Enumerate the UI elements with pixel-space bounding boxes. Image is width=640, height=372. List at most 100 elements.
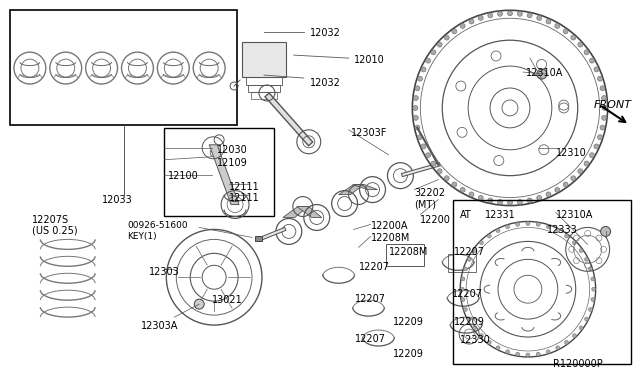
Circle shape bbox=[584, 161, 589, 166]
Text: 12333: 12333 bbox=[547, 225, 577, 235]
Circle shape bbox=[588, 308, 593, 311]
Circle shape bbox=[479, 334, 483, 338]
Circle shape bbox=[444, 35, 449, 40]
Text: 32202: 32202 bbox=[414, 187, 445, 198]
Circle shape bbox=[506, 225, 509, 229]
Circle shape bbox=[498, 11, 502, 16]
Circle shape bbox=[413, 96, 419, 100]
Bar bbox=[251, 92, 277, 99]
Circle shape bbox=[602, 96, 607, 100]
Text: 12010: 12010 bbox=[354, 55, 385, 65]
Circle shape bbox=[564, 340, 568, 344]
Text: 12303: 12303 bbox=[149, 267, 180, 277]
Circle shape bbox=[578, 42, 583, 47]
Circle shape bbox=[584, 317, 589, 321]
Text: 12100: 12100 bbox=[168, 171, 199, 181]
Circle shape bbox=[487, 340, 492, 344]
Bar bbox=[164, 128, 274, 215]
Circle shape bbox=[527, 13, 532, 18]
Text: 12310A: 12310A bbox=[556, 209, 593, 219]
Text: 12331: 12331 bbox=[485, 209, 516, 219]
Circle shape bbox=[413, 105, 418, 110]
Text: 12303F: 12303F bbox=[351, 128, 387, 138]
Circle shape bbox=[478, 16, 483, 20]
Circle shape bbox=[426, 153, 431, 158]
Circle shape bbox=[467, 257, 471, 262]
Text: 12207S: 12207S bbox=[32, 215, 69, 225]
Circle shape bbox=[578, 169, 583, 174]
Circle shape bbox=[444, 176, 449, 181]
Circle shape bbox=[556, 229, 560, 232]
Text: 12109: 12109 bbox=[217, 158, 248, 168]
Bar bbox=[448, 254, 476, 272]
Circle shape bbox=[452, 29, 457, 34]
Circle shape bbox=[591, 277, 595, 281]
Text: 12030: 12030 bbox=[217, 145, 248, 155]
Circle shape bbox=[460, 287, 464, 291]
Polygon shape bbox=[283, 206, 308, 218]
Text: 12209: 12209 bbox=[454, 317, 485, 327]
Circle shape bbox=[600, 125, 605, 130]
Circle shape bbox=[437, 169, 442, 174]
Circle shape bbox=[556, 346, 560, 350]
Circle shape bbox=[563, 29, 568, 34]
Circle shape bbox=[431, 161, 436, 166]
Circle shape bbox=[563, 182, 568, 187]
Circle shape bbox=[594, 67, 599, 72]
Bar bbox=[10, 10, 237, 125]
Circle shape bbox=[498, 199, 502, 205]
Circle shape bbox=[602, 115, 607, 120]
Text: (MT): (MT) bbox=[414, 199, 436, 209]
Circle shape bbox=[579, 248, 583, 253]
Text: AT: AT bbox=[460, 209, 472, 219]
Circle shape bbox=[537, 195, 541, 201]
Circle shape bbox=[473, 248, 477, 253]
Circle shape bbox=[600, 227, 611, 237]
Circle shape bbox=[463, 267, 467, 271]
Circle shape bbox=[546, 225, 550, 229]
Text: R120000P: R120000P bbox=[553, 359, 603, 369]
Circle shape bbox=[496, 229, 500, 232]
Circle shape bbox=[536, 222, 540, 226]
Text: 12209: 12209 bbox=[394, 317, 424, 327]
Text: 12207: 12207 bbox=[355, 334, 385, 344]
Circle shape bbox=[517, 199, 522, 205]
Circle shape bbox=[564, 234, 568, 238]
Text: 12207: 12207 bbox=[454, 247, 485, 257]
Text: (US 0.25): (US 0.25) bbox=[32, 225, 77, 235]
Circle shape bbox=[417, 135, 422, 140]
Circle shape bbox=[537, 69, 547, 79]
Circle shape bbox=[467, 317, 471, 321]
Circle shape bbox=[437, 42, 442, 47]
Circle shape bbox=[413, 115, 419, 120]
Circle shape bbox=[555, 187, 560, 192]
Circle shape bbox=[460, 23, 465, 29]
Circle shape bbox=[506, 350, 509, 354]
Circle shape bbox=[589, 58, 595, 63]
Circle shape bbox=[598, 135, 602, 140]
Text: FRONT: FRONT bbox=[594, 100, 632, 110]
Circle shape bbox=[496, 346, 500, 350]
Circle shape bbox=[478, 195, 483, 201]
Bar bbox=[242, 42, 286, 77]
Circle shape bbox=[421, 67, 426, 72]
Circle shape bbox=[602, 105, 607, 110]
Circle shape bbox=[537, 16, 541, 20]
Circle shape bbox=[546, 192, 551, 197]
Circle shape bbox=[571, 35, 576, 40]
Text: 12330: 12330 bbox=[460, 335, 491, 345]
Text: 12209: 12209 bbox=[394, 349, 424, 359]
Circle shape bbox=[555, 23, 560, 29]
Circle shape bbox=[508, 11, 513, 16]
Text: 12208M: 12208M bbox=[371, 234, 410, 243]
Circle shape bbox=[591, 298, 595, 301]
Text: 00926-51600: 00926-51600 bbox=[127, 221, 188, 231]
Text: 12208M: 12208M bbox=[388, 247, 428, 257]
Polygon shape bbox=[297, 206, 322, 218]
Circle shape bbox=[469, 192, 474, 197]
Circle shape bbox=[589, 153, 595, 158]
Text: 12303A: 12303A bbox=[141, 321, 179, 331]
Circle shape bbox=[594, 144, 599, 149]
Text: 12033: 12033 bbox=[102, 195, 133, 205]
Text: 12310A: 12310A bbox=[526, 68, 563, 78]
